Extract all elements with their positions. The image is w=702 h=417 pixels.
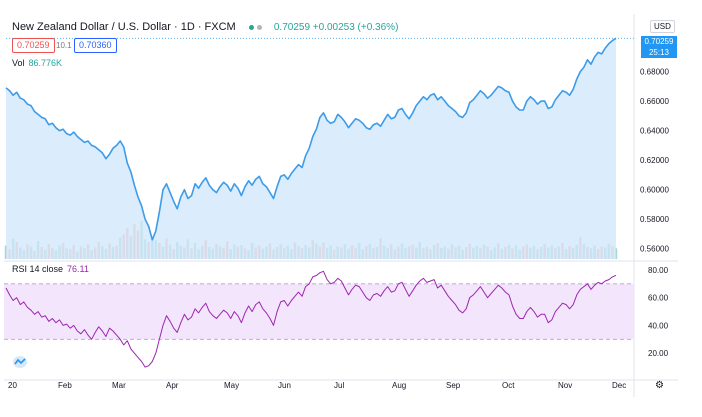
price-axis-tick-label: 0.56000 <box>640 245 669 254</box>
price-axis-tick-label: 0.62000 <box>640 156 669 165</box>
rsi-axis-tick-label: 60.00 <box>648 294 669 303</box>
settings-gear-icon[interactable]: ⚙ <box>655 380 664 391</box>
current-price-tag: 0.70259 <box>641 36 677 47</box>
time-axis-tick-label: Oct <box>502 381 515 390</box>
price-axis-tick-label: 0.66000 <box>640 97 669 106</box>
currency-button[interactable]: USD <box>650 20 675 33</box>
rsi-value: 76.11 <box>67 264 89 274</box>
time-axis-tick-label: Nov <box>558 381 573 390</box>
time-axis-tick-label: Jul <box>334 381 345 390</box>
price-chart-svg[interactable]: 0.56000 0.58000 0.60000 0.62000 0.64000 0.660… <box>4 14 678 397</box>
price-series-line <box>5 37 617 241</box>
volume-value: 86.776K <box>28 58 63 68</box>
time-axis-tick-label: Apr <box>166 381 179 390</box>
rsi-band-fill <box>4 283 634 340</box>
price-axis-tick-label: 0.58000 <box>640 215 669 224</box>
price-axis-tick-label: 0.60000 <box>640 186 669 195</box>
price-axis-tick-label: 0.64000 <box>640 127 669 136</box>
time-axis-tick-label: 20 <box>8 381 17 390</box>
buy-price-button[interactable]: 0.70360 <box>74 38 117 53</box>
sell-price-button[interactable]: 0.70259 <box>12 38 55 53</box>
time-axis-tick-label: Feb <box>58 381 72 390</box>
volume-bar <box>4 245 8 259</box>
time-axis-tick-label: Dec <box>612 381 627 390</box>
rsi-label: RSI 14 close <box>12 264 64 274</box>
logo-glyph <box>13 356 27 368</box>
time-axis-tick-label: Mar <box>112 381 126 390</box>
time-axis-tick-label: May <box>224 381 240 390</box>
price-axis-tick-label: 0.68000 <box>640 68 669 77</box>
market-open-dot-icon <box>248 25 254 31</box>
time-axis-tick-label: Sep <box>446 381 461 390</box>
price-area-fill <box>6 38 616 259</box>
volume-legend: Vol 86.776K <box>12 58 62 68</box>
symbol-title[interactable]: New Zealand Dollar / U.S. Dollar · 1D · … <box>12 21 236 33</box>
spread-value: 10.1 <box>56 41 72 50</box>
rsi-axis-tick-label: 80.00 <box>648 266 669 275</box>
rsi-axis-tick-label: 40.00 <box>648 321 669 330</box>
rsi-axis-tick-label: 20.00 <box>648 349 669 358</box>
data-status-dot-icon <box>256 25 262 31</box>
time-axis-tick-label: Aug <box>392 381 407 390</box>
tradingview-logo-icon[interactable] <box>12 355 28 369</box>
rsi-series-line <box>5 270 617 368</box>
volume-label: Vol <box>12 58 25 68</box>
chart-header: New Zealand Dollar / U.S. Dollar · 1D · … <box>12 21 398 33</box>
bar-countdown-tag: 25:13 <box>641 47 677 58</box>
rsi-legend: RSI 14 close 76.11 <box>12 264 89 274</box>
time-axis-tick-label: Jun <box>278 381 291 390</box>
status-dots <box>248 21 265 33</box>
quote-change: 0.70259 +0.00253 (+0.36%) <box>273 22 399 33</box>
chart-area[interactable]: 0.56000 0.58000 0.60000 0.62000 0.64000 0.660… <box>4 14 678 397</box>
